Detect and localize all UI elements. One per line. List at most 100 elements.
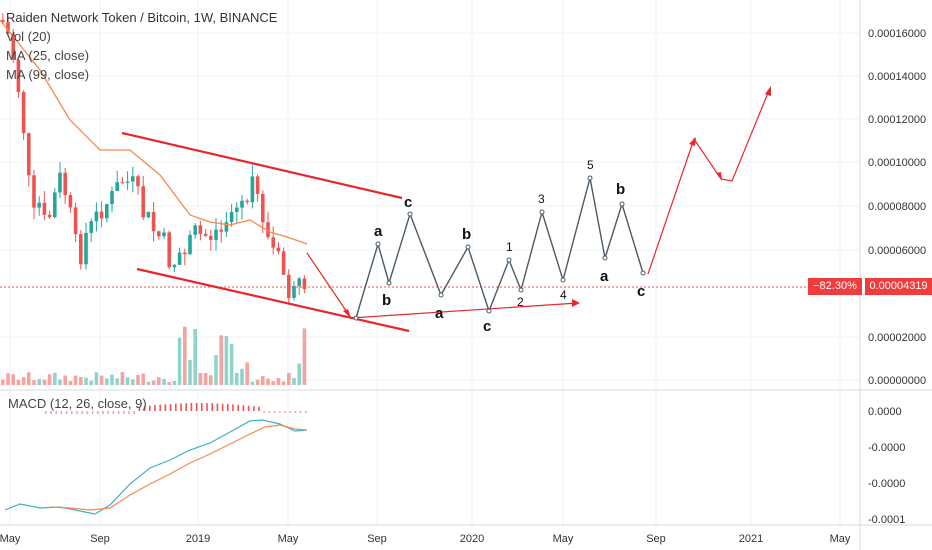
macd-hist-bar [149,405,151,411]
volume-bar [120,372,125,385]
macd-hist-bar [284,411,286,413]
wave-point [560,277,566,283]
macd-hist-bar [159,404,161,411]
volume-bar [131,379,135,385]
candle-body [58,172,62,193]
price-tick-label: 0.00000000 [868,375,926,387]
volume-bar [198,372,203,385]
wave-point [619,201,625,207]
candle-body [136,176,140,187]
macd-hist-bar [138,406,141,411]
macd-legend: MACD (12, 26, close, 9) [8,396,147,411]
time-tick-label: 2020 [460,533,484,545]
volume-bar [235,372,239,385]
candle-body [297,278,301,286]
candle-body [162,232,166,237]
candle-body [146,211,151,218]
wave-point [587,175,593,181]
macd-axis-labels: 0.0000 -0.0000 -0.0000 -0.0001 [868,406,905,526]
candle-body [27,133,31,176]
volume-bar [255,379,260,385]
wave-point [539,209,545,215]
wave-label-b1: b [382,292,391,309]
macd-hist-bar [195,403,198,411]
wave-label-b3: b [616,181,625,198]
time-tick-label: May [830,533,851,545]
volume-bar [151,380,156,385]
wave-label-c3: c [637,283,645,300]
candle-body [157,231,161,237]
candle-body [188,234,192,255]
price-tick-label: 0.00006000 [868,245,926,257]
time-tick-label: May [278,533,299,545]
wave-points [353,175,646,321]
wave-point [465,244,471,250]
wave-label-b2: b [462,226,471,243]
wave-label-a1: a [374,223,383,240]
candle-body [250,176,255,203]
candle-body [240,200,244,208]
wave-point [602,255,608,261]
wave-projection [355,177,644,319]
macd-hist-bar [102,411,104,414]
candle-body [266,222,270,238]
price-tick-label: 0.00014000 [868,71,926,83]
macd-hist-bar [305,411,307,413]
candle-body [68,195,73,208]
time-tick-label: Sep [646,533,666,545]
candle-body [292,285,296,298]
volume-bar [209,375,213,385]
macd-hist-bar [55,411,57,414]
volume-bar [266,378,270,385]
macd-tick-label: -0.0000 [868,442,905,454]
wave-label-3: 3 [538,192,545,206]
candle-body [219,229,223,232]
candles [1,13,307,305]
volume-bar [58,379,62,385]
wave-labels: a b c a b c 1 2 3 4 5 a b c [374,158,645,335]
volume-bar [219,335,223,385]
legend-ma25: MA (25, close) [6,48,90,63]
macd-hist-bar [123,411,125,414]
volume-bar [276,377,281,385]
volume-bar [302,328,307,385]
candle-body [63,172,67,196]
candle-body [224,222,229,232]
time-axis-labels: May Sep 2019 May Sep 2020 May Sep 2021 May [0,533,851,545]
volume-bar [47,374,52,385]
volume-bar [157,377,161,385]
wave-point [407,211,413,217]
volume-bar [21,377,26,385]
volume-bar [214,355,218,385]
macd-hist-bar [133,411,135,414]
wave-point [486,308,492,314]
macd-hist-bar [263,411,265,413]
drop-arrow [306,252,352,319]
volume-bar [73,375,78,385]
macd-hist-bar [279,411,281,413]
macd-hist-bar [86,411,89,414]
candle-body [271,237,275,248]
macd-hist-bar [175,403,177,411]
wave-label-a2: a [435,305,444,322]
candle-body [32,175,36,208]
candle-body [172,264,177,268]
macd-hist-bar [206,403,208,411]
macd-hist-bar [112,411,115,414]
volume-bar [99,375,104,385]
volume-bar [271,381,275,385]
macd-hist-bar [268,411,271,413]
volume-bar [188,360,192,385]
time-tick-label: Sep [90,533,110,545]
macd-hist-bar [164,404,167,411]
candle-body [21,92,26,134]
candle-body [276,247,281,252]
macd-hist-bar [294,411,297,413]
macd-hist-bar [169,403,172,411]
volume-bar [63,375,67,385]
candle-body [261,193,265,223]
volume-bar [94,372,99,385]
candle-body [183,252,187,255]
volume-bar [297,363,301,385]
